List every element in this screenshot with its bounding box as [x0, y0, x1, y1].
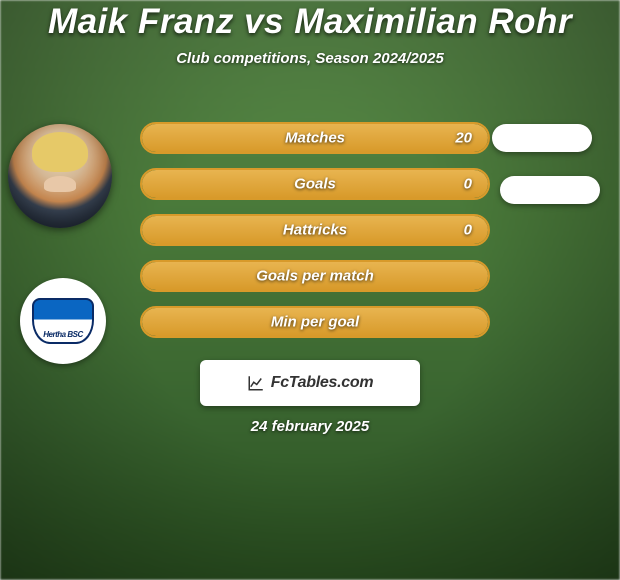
comparison-pill	[492, 124, 592, 152]
stat-bar: Hattricks 0	[140, 214, 490, 246]
stat-bar: Matches 20	[140, 122, 490, 154]
stat-bar: Min per goal	[140, 306, 490, 338]
stat-bar-value: 20	[455, 130, 472, 147]
stats-bars: Matches 20 Goals 0 Hattricks 0 Goals per match…	[140, 122, 490, 352]
club-flag-icon	[32, 298, 94, 344]
date-label: 24 february 2025	[0, 418, 620, 435]
stat-bar: Goals 0	[140, 168, 490, 200]
stat-bar-label: Goals	[294, 176, 336, 193]
page-title: Maik Franz vs Maximilian Rohr	[0, 2, 620, 42]
player-avatar	[8, 124, 112, 228]
source-badge: FcTables.com	[200, 360, 420, 406]
stat-bar-value: 0	[464, 176, 472, 193]
stat-bar-label: Goals per match	[256, 268, 374, 285]
vs-label: vs	[244, 2, 284, 41]
comparison-pill	[500, 176, 600, 204]
stat-bar-label: Matches	[285, 130, 345, 147]
source-text: FcTables.com	[271, 374, 374, 392]
player2-name: Maximilian Rohr	[294, 2, 572, 41]
player1-name: Maik Franz	[48, 2, 234, 41]
stat-bar-value: 0	[464, 222, 472, 239]
chart-icon	[247, 374, 265, 392]
club-logo	[20, 278, 106, 364]
subtitle: Club competitions, Season 2024/2025	[0, 50, 620, 67]
stat-bar-label: Hattricks	[283, 222, 347, 239]
stat-bar-label: Min per goal	[271, 314, 359, 331]
stat-bar: Goals per match	[140, 260, 490, 292]
content-container: Maik Franz vs Maximilian Rohr Club compe…	[0, 0, 620, 580]
